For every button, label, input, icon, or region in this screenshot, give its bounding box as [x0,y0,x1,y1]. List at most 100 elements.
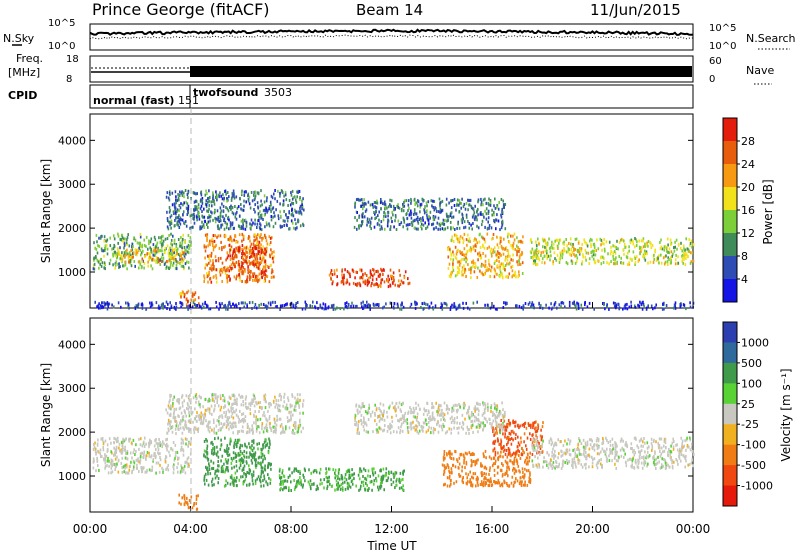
range-cell [518,250,520,253]
range-cell [182,441,185,445]
range-cell [93,267,96,271]
range-cell [401,301,403,305]
range-cell [231,239,233,243]
range-cell [478,240,481,244]
range-cell [583,454,586,458]
range-cell [321,481,323,485]
range-cell [124,237,126,241]
range-cell [301,307,304,311]
range-cell [103,301,105,305]
range-cell [692,259,695,263]
range-cell [532,257,534,261]
range-cell [514,467,516,471]
range-cell [569,237,572,241]
range-cell [213,211,216,215]
range-cell [495,429,498,433]
range-cell [467,480,469,484]
range-cell [165,438,167,442]
range-cell [385,473,387,477]
range-cell [489,250,492,254]
range-cell [534,427,536,431]
range-cell [96,456,98,460]
y-tick-label: 1000 [58,266,86,279]
range-cell [346,486,349,490]
range-cell [385,479,388,483]
range-cell [101,249,103,253]
range-cell [446,226,449,230]
range-cell [369,304,371,308]
range-cell [334,471,336,475]
range-cell [233,238,235,242]
range-cell [496,255,499,259]
range-cell [316,301,318,305]
range-cell [434,304,437,308]
range-cell [230,207,232,211]
range-cell [260,472,263,476]
range-cell [172,471,175,475]
range-cell [633,255,636,259]
range-cell [486,266,488,270]
range-cell [635,238,637,242]
colorbar-swatch [723,187,737,211]
range-cell [211,480,213,484]
range-cell [244,473,247,476]
range-cell [213,199,215,203]
range-cell [415,227,418,231]
range-cell [104,439,107,443]
cpid-program-1-name: normal (fast) [93,94,174,107]
range-cell [223,227,226,231]
range-cell [122,264,124,268]
range-cell [567,250,570,254]
range-cell [492,462,495,466]
range-cell [645,306,648,310]
range-cell [197,494,199,498]
range-cell [243,235,245,239]
range-cell [576,256,579,260]
range-cell [443,450,446,453]
range-cell [381,478,383,482]
range-cell [115,254,117,258]
range-cell [614,251,617,255]
range-cell [392,276,394,280]
range-cell [481,473,484,477]
range-cell [632,239,634,243]
range-cell [435,207,437,211]
range-cell [263,477,266,481]
range-cell [382,306,384,310]
range-cell [500,447,503,451]
range-cell [127,471,130,475]
range-cell [224,436,226,440]
range-cell [106,301,109,305]
range-cell [185,200,187,204]
range-cell [248,464,250,468]
range-cell [133,461,136,465]
range-cell [281,191,284,195]
range-cell [670,444,672,448]
range-cell [546,241,549,245]
range-cell [259,257,261,261]
range-cell [550,302,552,306]
range-cell [180,445,183,449]
range-cell [155,441,158,445]
range-cell [463,232,466,236]
range-cell [255,244,257,248]
range-cell [226,207,229,211]
range-cell [488,267,490,271]
range-cell [177,470,179,474]
range-cell [240,191,243,195]
range-cell [572,246,575,250]
range-cell [295,305,298,309]
range-cell [480,212,482,216]
range-cell [215,190,217,194]
range-cell [272,215,274,219]
range-cell [254,255,256,259]
range-cell [506,249,509,252]
range-cell [267,466,269,470]
range-cell [606,261,608,265]
range-cell [496,243,499,247]
range-cell [228,243,231,247]
range-cell [433,208,436,212]
range-cell [264,236,267,240]
range-cell [269,481,272,485]
range-cell [367,200,370,204]
